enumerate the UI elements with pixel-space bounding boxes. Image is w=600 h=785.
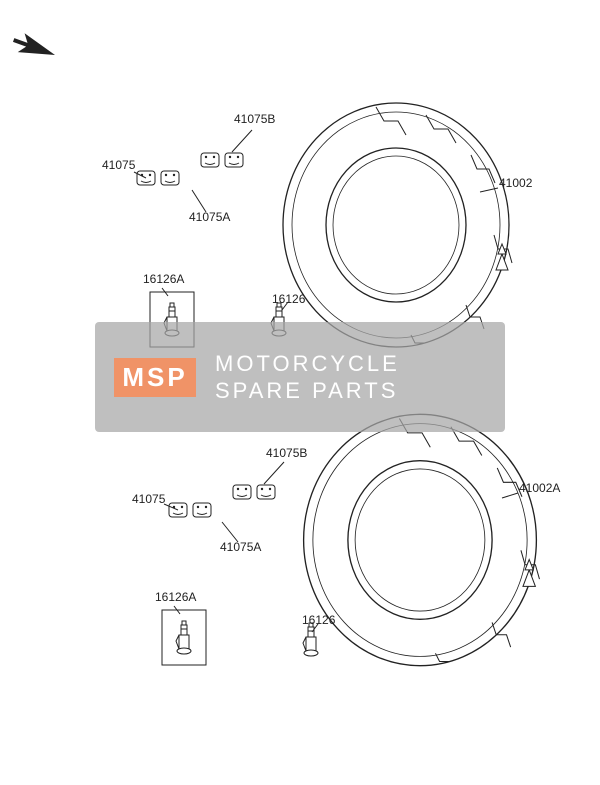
callout-16126A-2: 16126A (155, 590, 196, 604)
callout-41075A-2: 41075A (220, 540, 261, 554)
callout-16126: 16126 (272, 292, 305, 306)
callout-41075: 41075 (102, 158, 135, 172)
watermark-line1: MOTORCYCLE (215, 350, 505, 378)
callout-16126A: 16126A (143, 272, 184, 286)
callout-41075B-2: 41075B (266, 446, 307, 460)
watermark: MSP MOTORCYCLE SPARE PARTS (95, 322, 505, 432)
callout-41075-2: 41075 (132, 492, 165, 506)
watermark-badge: MSP (95, 322, 215, 432)
nav-arrow-icon (10, 31, 58, 65)
parts-diagram: 41075B 41075 41075A 41002 16126A 16126 4… (0, 0, 600, 785)
callout-41002A: 41002A (519, 481, 560, 495)
watermark-line2: SPARE PARTS (215, 377, 505, 405)
callout-41002: 41002 (499, 176, 532, 190)
callout-16126-2: 16126 (302, 613, 335, 627)
callout-41075A: 41075A (189, 210, 230, 224)
watermark-badge-text: MSP (114, 358, 195, 397)
callout-41075B: 41075B (234, 112, 275, 126)
watermark-text: MOTORCYCLE SPARE PARTS (215, 350, 505, 405)
